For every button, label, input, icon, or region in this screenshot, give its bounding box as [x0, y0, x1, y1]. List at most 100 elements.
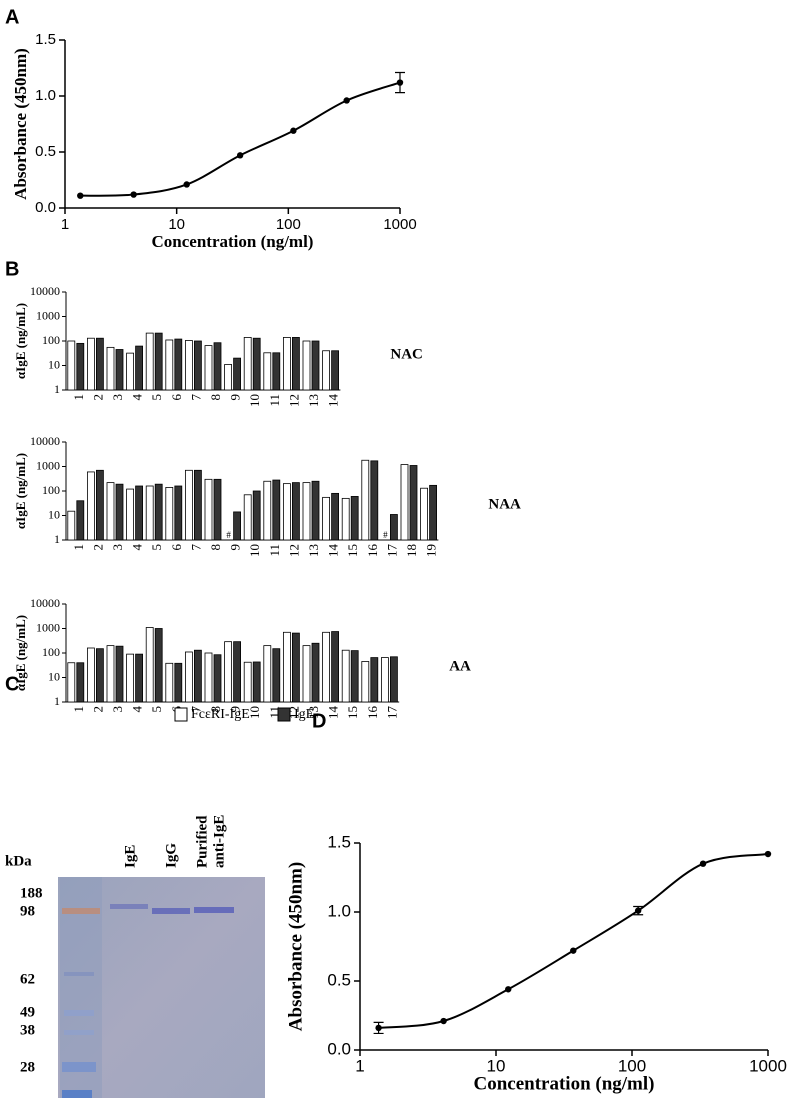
bar	[87, 337, 95, 391]
x-tick-label: 7	[188, 706, 203, 713]
x-tick-label: 9	[228, 394, 243, 401]
data-point	[130, 191, 137, 198]
bar	[115, 483, 124, 541]
y-tick-label: 0.5	[35, 143, 56, 160]
x-tick-label: 12	[286, 544, 301, 557]
x-tick-label: 15	[345, 544, 360, 557]
bar	[135, 653, 144, 703]
panel-label: C	[5, 673, 19, 695]
x-tick-label: 16	[365, 544, 380, 558]
bar	[389, 656, 398, 703]
bar	[233, 511, 242, 541]
panel-label: A	[5, 6, 19, 28]
bar	[272, 352, 281, 391]
x-tick-label: 18	[404, 544, 419, 557]
bar	[106, 645, 115, 703]
group-label: NAC	[390, 346, 423, 362]
bar	[302, 340, 311, 391]
bar	[420, 487, 429, 541]
bar	[135, 485, 144, 541]
x-tick-label: 10	[247, 394, 262, 407]
y-tick-label: 1000	[36, 620, 60, 634]
bar	[331, 350, 340, 391]
bar	[106, 346, 115, 391]
bar	[87, 471, 95, 541]
x-tick-label: 14	[326, 544, 341, 558]
bar	[389, 514, 398, 541]
x-tick-label: 13	[306, 544, 321, 557]
y-tick-label: 1000	[36, 308, 60, 322]
bar	[243, 494, 252, 541]
panel-label: B	[5, 258, 19, 280]
bar	[311, 642, 320, 703]
bar	[193, 340, 202, 391]
bar	[322, 350, 331, 391]
gel-band	[62, 1090, 92, 1098]
x-tick-label: 2	[90, 394, 105, 401]
x-tick-label: 2	[90, 706, 105, 713]
bar	[193, 649, 202, 703]
x-tick-label: 12	[286, 394, 301, 407]
data-point	[183, 181, 190, 188]
x-tick-label: 1	[71, 394, 86, 401]
annotation: #	[383, 530, 388, 540]
bar	[174, 338, 183, 391]
bar	[145, 332, 154, 391]
bar	[145, 627, 154, 703]
bar	[361, 661, 370, 703]
x-tick-label: 8	[208, 706, 223, 713]
bar	[243, 661, 252, 703]
bar	[135, 345, 144, 391]
bar	[154, 628, 163, 703]
y-tick-label: 1.0	[327, 901, 351, 920]
x-tick-label: 3	[110, 706, 125, 713]
lane-label: IgE	[122, 845, 138, 868]
x-tick-label: 13	[306, 394, 321, 407]
lane-label: IgG	[163, 843, 179, 868]
bar	[252, 490, 261, 541]
bar	[233, 357, 242, 391]
x-tick-label: 1000	[383, 216, 416, 233]
y-tick-label: 10000	[30, 596, 60, 610]
bar	[350, 496, 359, 541]
error-bar	[633, 905, 644, 916]
x-axis-label: Concentration (ng/ml)	[473, 1073, 654, 1094]
marker-label: 188	[20, 885, 43, 901]
gel-band	[64, 1010, 94, 1016]
bar	[263, 480, 272, 541]
x-axis-label: Concentration (ng/ml)	[152, 232, 314, 251]
y-tick-label: 10	[48, 357, 60, 371]
bar	[76, 342, 85, 391]
x-tick-label: 3	[110, 544, 125, 551]
gel-band	[62, 908, 100, 914]
x-tick-label: 5	[149, 706, 164, 713]
x-tick-label: 14	[326, 706, 341, 720]
bar	[213, 478, 222, 541]
x-tick-label: 9	[228, 544, 243, 551]
x-tick-label: 17	[384, 706, 399, 720]
data-point	[290, 127, 297, 134]
x-tick-label: 1	[355, 1056, 364, 1075]
x-tick-label: 1000	[749, 1056, 787, 1075]
fit-curve	[80, 81, 401, 197]
y-axis-label: Absorbance (450nm)	[285, 862, 306, 1031]
bar	[370, 460, 379, 541]
bar	[67, 340, 76, 391]
bar	[331, 631, 340, 703]
bar	[193, 469, 202, 541]
bar	[145, 485, 154, 541]
x-tick-label: 6	[169, 544, 184, 551]
bar	[252, 337, 261, 391]
bar	[272, 648, 281, 703]
data-point	[505, 986, 512, 993]
bar	[380, 657, 389, 703]
bar	[331, 492, 340, 541]
marker-label: 38	[20, 1022, 35, 1038]
bar	[350, 650, 359, 703]
x-tick-label: 100	[276, 216, 301, 233]
x-tick-label: 11	[267, 544, 282, 557]
bar	[115, 645, 124, 703]
bar	[272, 479, 281, 541]
y-axis-label: Absorbance (450nm)	[11, 48, 30, 200]
bar	[224, 641, 233, 703]
